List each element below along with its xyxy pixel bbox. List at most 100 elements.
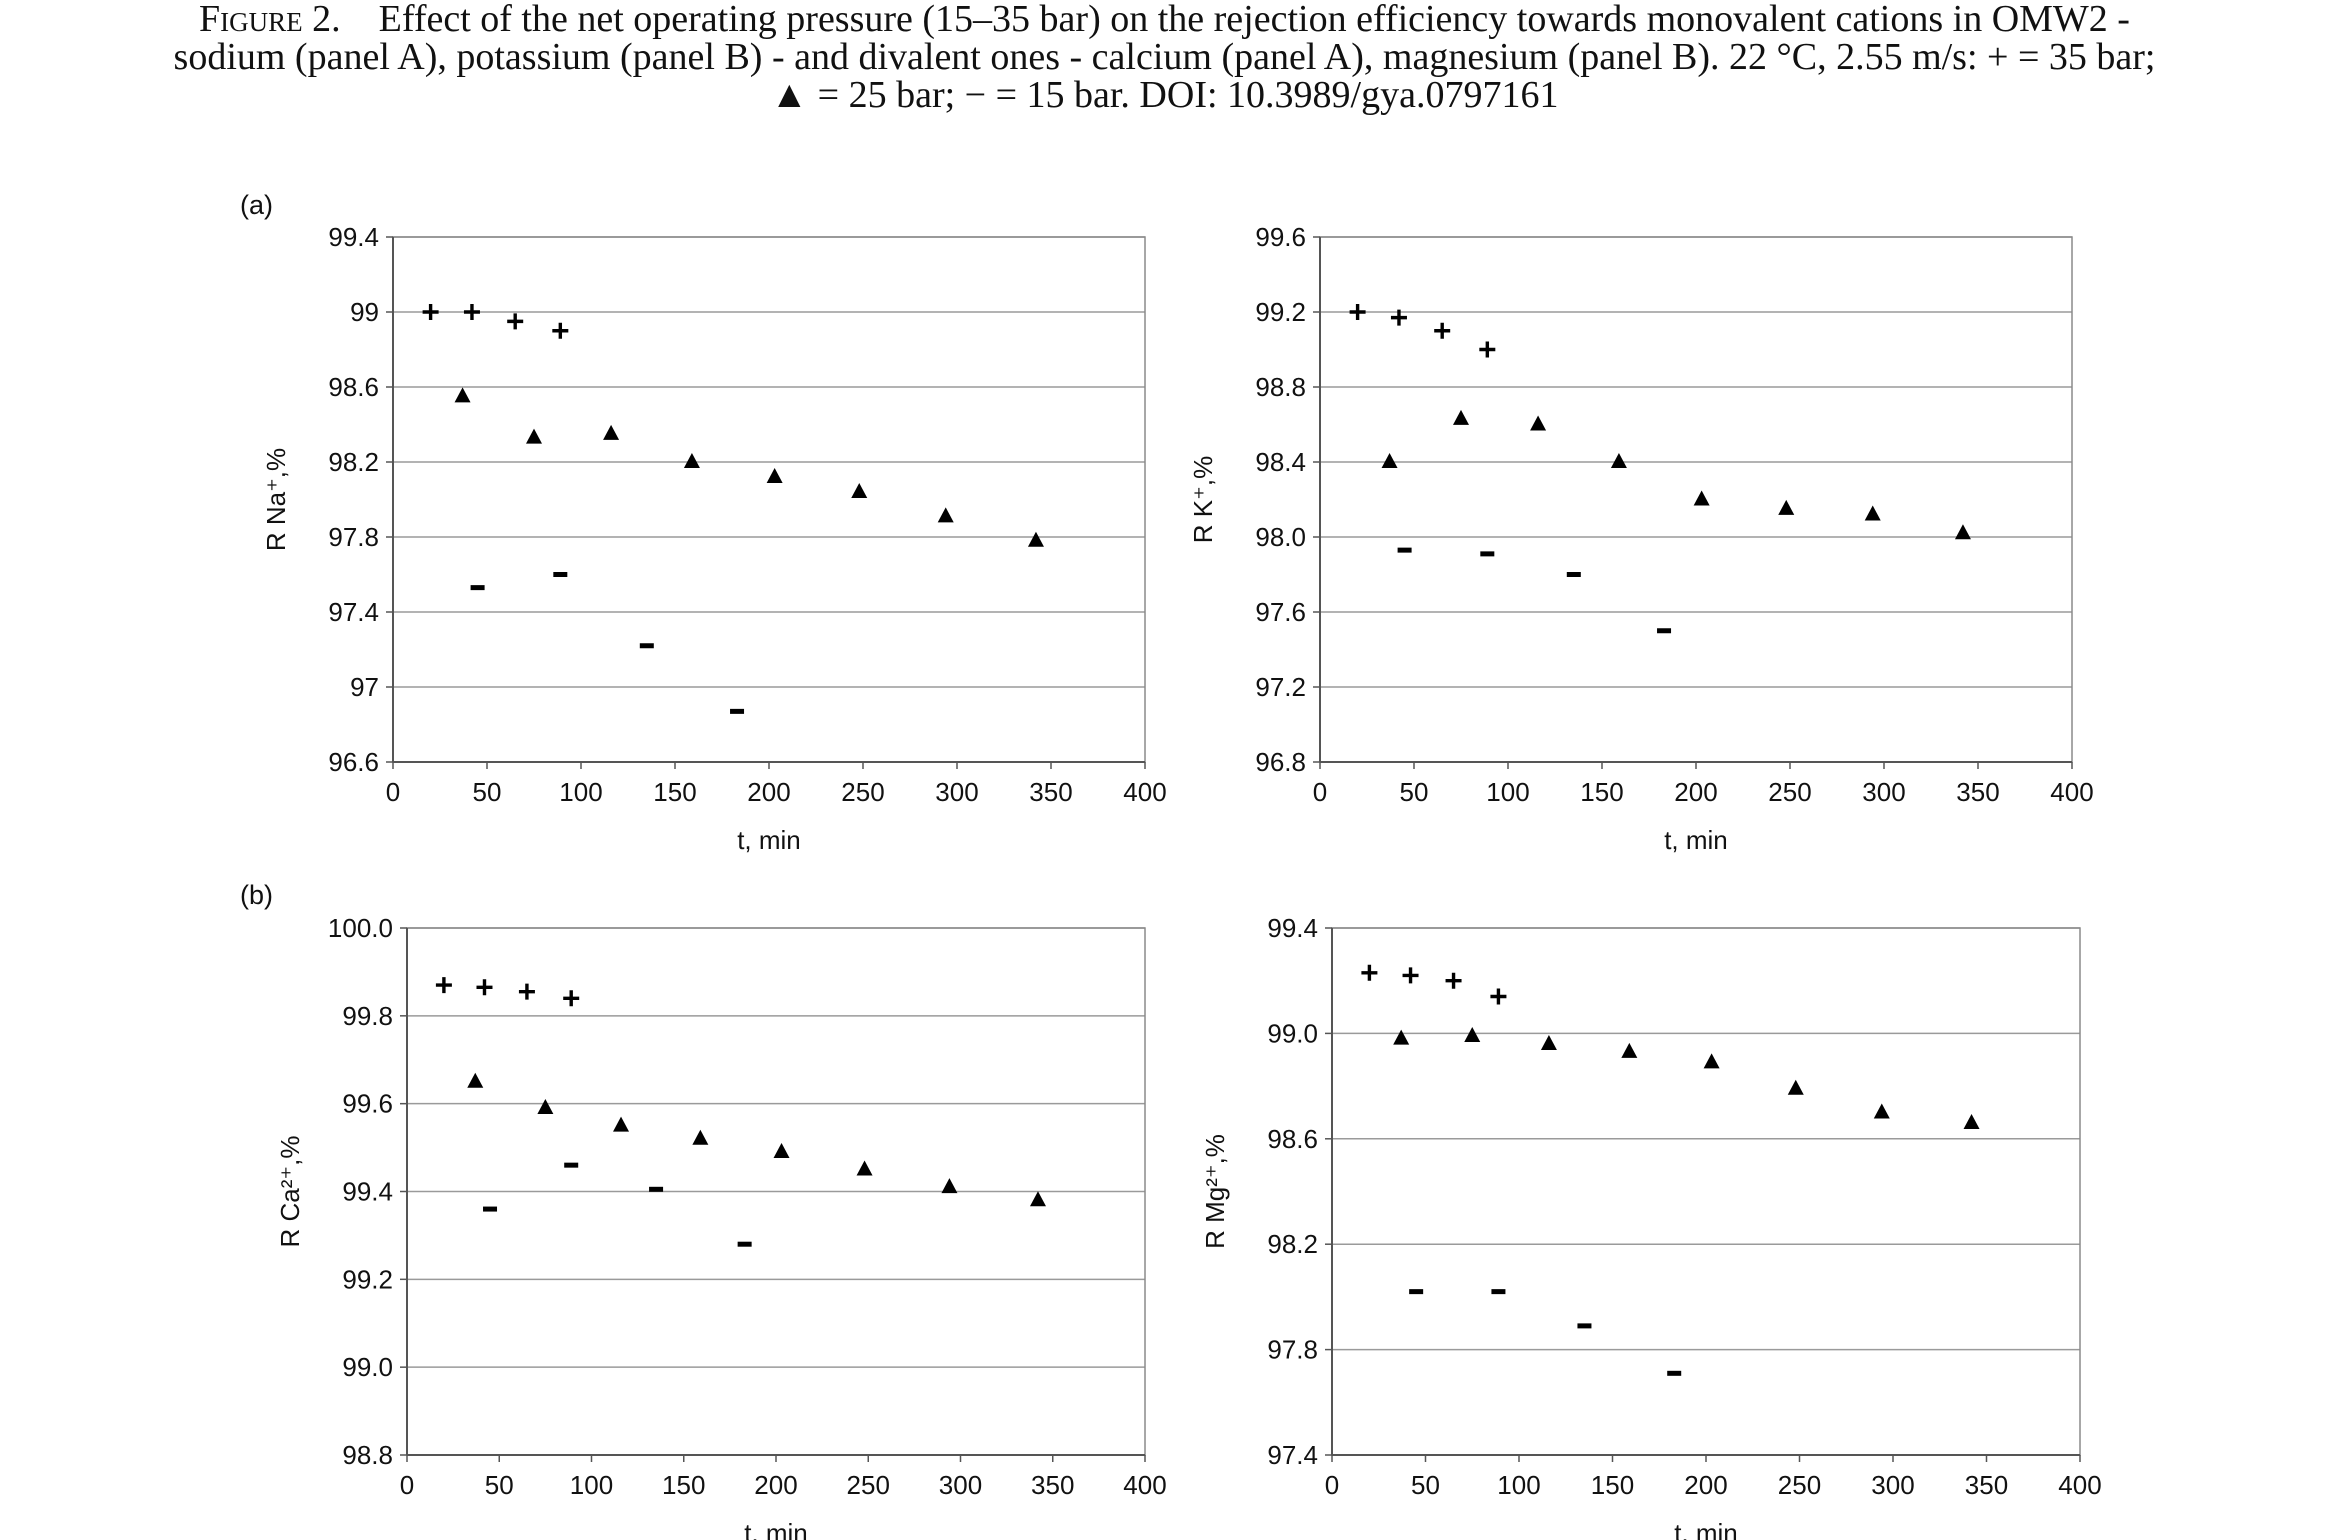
data-point-plus-ca xyxy=(476,979,493,996)
data-point-triangle-mg xyxy=(1787,1079,1804,1095)
data-point-plus-k xyxy=(1479,341,1496,358)
y-tick-label-ca: 99.4 xyxy=(342,1177,393,1207)
data-point-triangle-mg xyxy=(1464,1027,1481,1043)
x-tick-label-mg: 100 xyxy=(1497,1470,1540,1500)
data-point-triangle-k xyxy=(1610,453,1627,468)
data-point-dash-k xyxy=(1397,547,1412,553)
y-tick-label-ca: 99.6 xyxy=(342,1089,393,1119)
y-axis-title-ca: R Ca²⁺,% xyxy=(275,1136,305,1248)
y-tick-label-k: 97.2 xyxy=(1255,672,1306,702)
y-tick-label-k: 98.0 xyxy=(1255,522,1306,552)
data-point-triangle-mg xyxy=(1621,1042,1638,1058)
x-tick-label-k: 150 xyxy=(1580,777,1623,807)
x-tick-label-k: 400 xyxy=(2050,777,2093,807)
panel-label-b: (b) xyxy=(240,880,273,910)
y-axis-title-mg: R Mg²⁺,% xyxy=(1200,1134,1230,1249)
x-tick-label-ca: 350 xyxy=(1031,1470,1074,1500)
y-tick-label-ca: 99.0 xyxy=(342,1352,393,1382)
plot-frame-k xyxy=(1319,236,2073,763)
x-tick-label-na: 0 xyxy=(386,777,400,807)
data-point-triangle-ca xyxy=(773,1142,790,1158)
caption-line-2: sodium (panel A), potassium (panel B) - … xyxy=(173,36,2156,78)
x-tick-label-mg: 400 xyxy=(2058,1470,2101,1500)
x-tick-label-na: 200 xyxy=(747,777,790,807)
chart-ca: 98.8 99.0 99.2 99.4 99.6 99.8 100.0 0 50 100 150 20… xyxy=(275,913,1167,1540)
y-tick-label-mg: 97.4 xyxy=(1267,1440,1318,1470)
data-point-triangle-na xyxy=(1027,531,1044,547)
y-axis-title-na: R Na⁺,% xyxy=(261,448,291,551)
data-point-triangle-na xyxy=(526,428,542,444)
y-tick-label-k: 96.8 xyxy=(1255,747,1306,777)
data-point-triangle-ca xyxy=(1029,1191,1046,1207)
y-tick-label-na: 97 xyxy=(350,672,379,702)
panel-label-a: (a) xyxy=(240,190,273,220)
data-point-triangle-k xyxy=(1864,505,1881,521)
y-tick-label-na: 98.6 xyxy=(328,372,379,402)
y-tick-label-mg: 99.4 xyxy=(1267,913,1318,943)
x-tick-label-ca: 200 xyxy=(754,1470,797,1500)
caption-line-3: ▲ = 25 bar; − = 15 bar. DOI: 10.3989/gya… xyxy=(770,74,1559,116)
data-point-dash-mg xyxy=(1409,1289,1424,1295)
y-tick-label-ca: 100.0 xyxy=(328,913,393,943)
plot-frame-na xyxy=(392,236,1146,763)
y-tick-label-k: 97.6 xyxy=(1255,597,1306,627)
x-tick-label-k: 200 xyxy=(1674,777,1717,807)
data-point-plus-mg xyxy=(1402,967,1419,984)
x-tick-label-na: 250 xyxy=(841,777,884,807)
data-point-triangle-mg xyxy=(1540,1034,1557,1050)
data-point-triangle-mg xyxy=(1393,1029,1410,1045)
data-point-triangle-mg xyxy=(1873,1103,1890,1119)
data-point-triangle-na xyxy=(851,483,868,498)
data-point-plus-k xyxy=(1390,309,1407,326)
y-tick-label-k: 98.4 xyxy=(1255,447,1306,477)
data-point-dash-mg xyxy=(1577,1323,1592,1329)
y-axis-title-k: R K⁺,% xyxy=(1188,456,1218,543)
figure-caption: Figure 2. Effect of the net operating pr… xyxy=(0,0,2329,114)
y-tick-label-ca: 99.2 xyxy=(342,1264,393,1294)
caption-line-1-text: Effect of the net operating pressure (15… xyxy=(378,0,2130,40)
data-point-dash-na xyxy=(730,708,745,714)
x-tick-label-k: 300 xyxy=(1862,777,1905,807)
x-tick-label-na: 350 xyxy=(1029,777,1072,807)
x-tick-label-mg: 200 xyxy=(1684,1470,1727,1500)
x-axis-title-ca: t, min xyxy=(744,1518,808,1540)
x-tick-label-mg: 150 xyxy=(1591,1470,1634,1500)
x-tick-label-ca: 50 xyxy=(485,1470,514,1500)
x-axis-title-mg: t, min xyxy=(1674,1518,1738,1540)
data-point-plus-na xyxy=(552,322,569,339)
x-tick-label-k: 0 xyxy=(1313,777,1327,807)
y-tick-label-ca: 98.8 xyxy=(342,1440,393,1470)
y-tick-label-ca: 99.8 xyxy=(342,1001,393,1031)
x-tick-label-k: 50 xyxy=(1400,777,1429,807)
y-tick-label-k: 98.8 xyxy=(1255,372,1306,402)
y-tick-label-k: 99.6 xyxy=(1255,222,1306,252)
data-point-dash-mg xyxy=(1667,1370,1682,1376)
x-tick-label-mg: 250 xyxy=(1778,1470,1821,1500)
chart-mg: 97.4 97.8 98.2 98.6 99.0 99.4 0 50 100 150 200 250 3… xyxy=(1200,913,2102,1540)
data-point-triangle-na xyxy=(603,424,620,440)
data-point-dash-ca xyxy=(564,1162,579,1168)
y-tick-label-na: 99.4 xyxy=(328,222,379,252)
data-point-triangle-ca xyxy=(692,1129,709,1145)
caption-label: Figure 2. xyxy=(199,0,341,40)
data-point-triangle-k xyxy=(1453,409,1469,425)
data-point-triangle-ca xyxy=(856,1160,873,1176)
data-point-dash-ca xyxy=(737,1241,752,1247)
x-tick-label-na: 50 xyxy=(473,777,502,807)
x-tick-label-mg: 50 xyxy=(1411,1470,1440,1500)
y-tick-label-mg: 99.0 xyxy=(1267,1018,1318,1048)
data-point-plus-ca xyxy=(435,977,452,994)
x-axis-title-na: t, min xyxy=(737,825,801,855)
data-point-plus-na xyxy=(463,304,480,320)
chart-na: 96.6 97 97.4 97.8 98.2 98.6 99 99.4 0 50 100 150 200… xyxy=(261,222,1167,855)
x-tick-label-ca: 250 xyxy=(847,1470,890,1500)
y-tick-label-na: 97.8 xyxy=(328,522,379,552)
x-tick-label-ca: 100 xyxy=(570,1470,613,1500)
y-tick-label-na: 99 xyxy=(350,297,379,327)
x-tick-label-k: 250 xyxy=(1768,777,1811,807)
data-point-dash-na xyxy=(639,643,654,649)
data-point-dash-k xyxy=(1480,551,1495,557)
caption-line-1: Figure 2. Effect of the net operating pr… xyxy=(0,0,2329,38)
plot-frame-mg xyxy=(1331,927,2081,1456)
